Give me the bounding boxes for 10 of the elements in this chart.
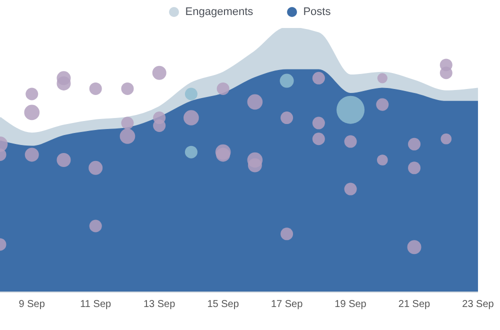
legend-label: Engagements [184, 6, 254, 18]
x-tick-label: 13 Sep [143, 299, 176, 310]
x-tick-label: 19 Sep [334, 299, 367, 310]
x-tick-label: 9 Sep [18, 299, 46, 310]
x-tick-label: 15 Sep [207, 299, 240, 310]
x-tick-label: 21 Sep [398, 299, 431, 310]
x-tick-label: 11 Sep [80, 299, 112, 310]
x-tick-label: 23 Sep [462, 299, 494, 310]
legend-label: Posts [302, 6, 331, 18]
x-tick-label: 17 Sep [270, 299, 304, 310]
